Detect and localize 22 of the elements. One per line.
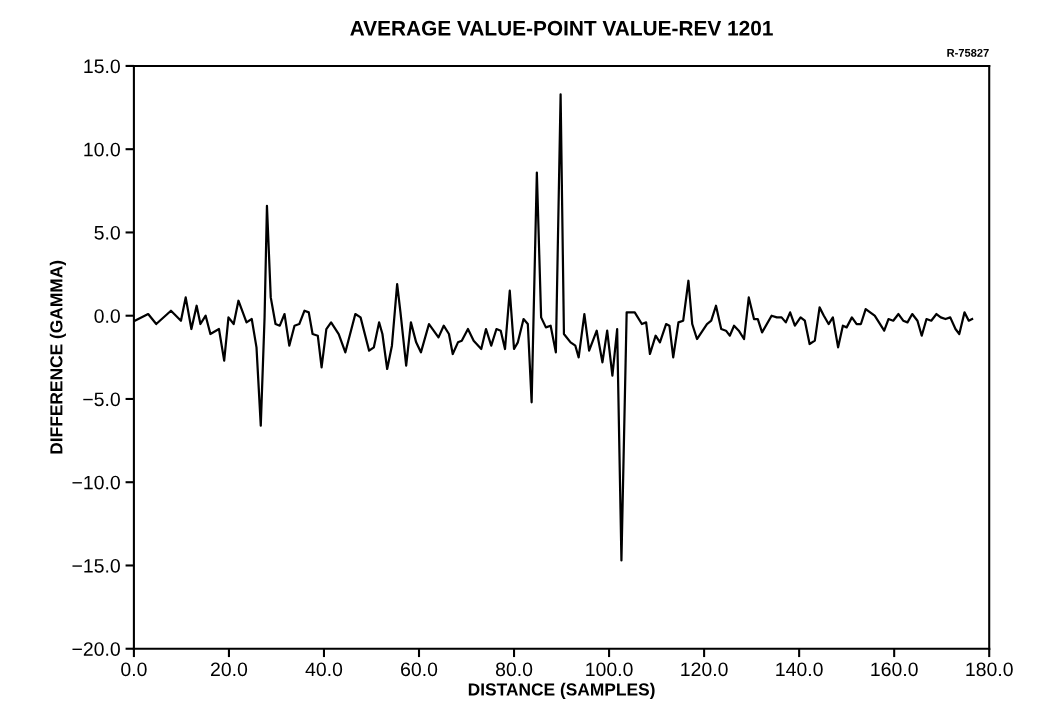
text: R-75827 bbox=[947, 48, 989, 57]
chart-title: AVERAGE VALUE-POINT VALUE-REV 1201 bbox=[350, 20, 773, 36]
y-axis-title: DIFFERENCE (GAMMA) bbox=[49, 260, 66, 454]
x-tick-label: 60.0 bbox=[401, 662, 438, 677]
y-tick-label: 5.0 bbox=[94, 225, 120, 240]
x-tick-label: 100.0 bbox=[586, 662, 633, 677]
x-tick-label: 140.0 bbox=[776, 662, 823, 677]
x-tick-label: 0.0 bbox=[121, 662, 147, 677]
x-tick-label: 120.0 bbox=[681, 662, 728, 677]
x-tick-label: 80.0 bbox=[495, 662, 533, 677]
x-tick-label: 180.0 bbox=[966, 662, 1013, 677]
y-tick-label: −5.0 bbox=[83, 392, 120, 407]
y-tick-label: 0.0 bbox=[94, 309, 120, 323]
y-tick-label: 15.0 bbox=[84, 59, 120, 74]
x-axis-title: DISTANCE (SAMPLES) bbox=[468, 682, 655, 700]
y-tick-label: −10.0 bbox=[72, 475, 120, 490]
x-tick-label: 40.0 bbox=[305, 662, 343, 677]
y-tick-label: 10.0 bbox=[84, 142, 120, 157]
y-tick-label: −15.0 bbox=[72, 558, 120, 573]
y-tick-label: −20.0 bbox=[72, 642, 120, 656]
x-tick-label: 20.0 bbox=[210, 662, 248, 677]
x-tick-label: 160.0 bbox=[871, 662, 918, 677]
